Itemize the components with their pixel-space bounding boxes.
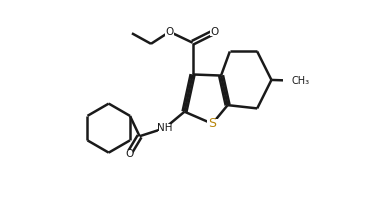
Text: CH₃: CH₃ xyxy=(291,76,309,86)
FancyBboxPatch shape xyxy=(159,124,171,132)
FancyBboxPatch shape xyxy=(125,150,133,158)
FancyBboxPatch shape xyxy=(283,77,300,85)
Text: O: O xyxy=(125,149,133,159)
FancyBboxPatch shape xyxy=(207,119,218,128)
FancyBboxPatch shape xyxy=(165,28,174,36)
FancyBboxPatch shape xyxy=(210,28,219,36)
Text: O: O xyxy=(210,27,219,37)
Text: S: S xyxy=(208,117,216,130)
Text: O: O xyxy=(165,27,174,37)
Text: NH: NH xyxy=(157,123,172,133)
